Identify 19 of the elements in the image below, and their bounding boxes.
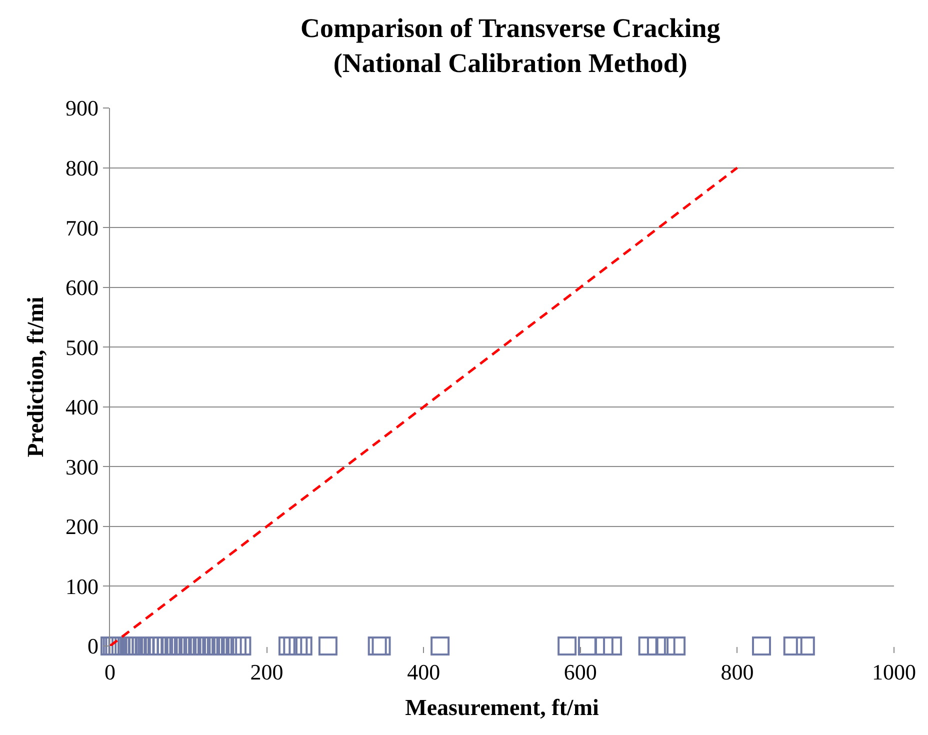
y-tick-label: 600 [65,275,98,300]
y-tick-label: 300 [65,454,98,480]
y-tick-label: 700 [65,215,98,240]
x-tick-label: 0 [104,659,116,684]
y-tick-label: 800 [65,155,98,180]
x-tick-label: 400 [407,659,440,684]
y-axis-title: Prediction, ft/mi [22,296,48,458]
y-tick-label: 200 [65,514,98,540]
x-tick-label: 600 [564,659,597,684]
x-tick-label: 1000 [872,659,916,684]
y-tick-label: 400 [65,394,98,420]
x-tick-label: 200 [250,659,284,684]
y-tick-label: 900 [65,96,98,121]
y-tick-label: 500 [65,334,98,360]
chart-title: Comparison of Transverse Cracking (National Calibration Method) [300,12,721,78]
x-tick-label: 800 [720,659,754,684]
x-axis-title: Measurement, ft/mi [405,695,600,720]
y-tick-label: 0 [87,634,98,659]
y-tick-label: 100 [65,574,98,599]
